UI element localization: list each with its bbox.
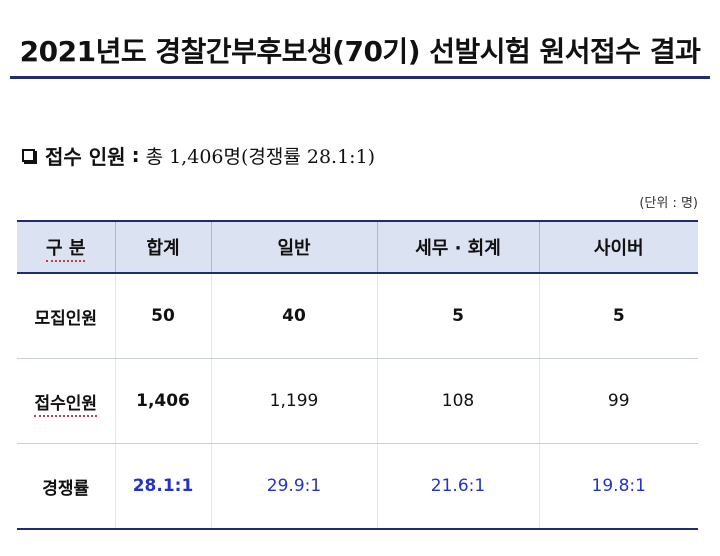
cell-recruit-general: 40	[210, 273, 377, 359]
cell-ratio-cyber: 19.8:1	[538, 443, 698, 530]
page-title: 2021년도 경찰간부후보생(70기) 선발시험 원서접수 결과	[19, 35, 701, 68]
summary-label: 접수 인원	[45, 144, 126, 169]
summary-line: 접수 인원 : 총 1,406명(경쟁률 28.1:1)	[22, 140, 375, 170]
results-table: 구 분 합계 일반 세무 · 회계 사이버 모집인원 50 40 5 5 접수인…	[17, 220, 698, 530]
header-total: 합계	[114, 220, 211, 274]
unit-label: (단위 : 명)	[639, 196, 698, 211]
cell-ratio-general: 29.9:1	[210, 443, 377, 530]
cell-applicants-general: 1,199	[210, 358, 377, 444]
row-label-applicants: 접수인원	[17, 358, 115, 444]
cell-ratio-tax: 21.6:1	[376, 443, 539, 530]
header-cyber: 사이버	[538, 220, 698, 274]
cell-ratio-total: 28.1:1	[114, 443, 211, 530]
cell-recruit-cyber: 5	[538, 273, 698, 359]
cell-applicants-total: 1,406	[114, 358, 211, 444]
summary-text: 총 1,406명(경쟁률 28.1:1)	[145, 145, 376, 168]
summary-separator: :	[131, 143, 140, 167]
row-label-ratio: 경쟁률	[17, 443, 115, 530]
table-row-ratio: 경쟁률 28.1:1 29.9:1 21.6:1 19.8:1	[17, 443, 698, 530]
table-row-recruit: 모집인원 50 40 5 5	[17, 273, 698, 359]
cell-applicants-cyber: 99	[538, 358, 698, 444]
table-row-applicants: 접수인원 1,406 1,199 108 99	[17, 358, 698, 444]
title-underline	[10, 76, 710, 79]
cell-applicants-tax: 108	[376, 358, 539, 444]
header-category: 구 분	[17, 220, 115, 274]
cell-recruit-tax: 5	[376, 273, 539, 359]
checkbox-bullet-icon	[22, 148, 35, 162]
cell-recruit-total: 50	[114, 273, 211, 359]
row-label-recruit: 모집인원	[17, 273, 115, 359]
header-tax-accounting: 세무 · 회계	[376, 220, 539, 274]
header-general: 일반	[210, 220, 377, 274]
table-header-row: 구 분 합계 일반 세무 · 회계 사이버	[17, 220, 698, 274]
